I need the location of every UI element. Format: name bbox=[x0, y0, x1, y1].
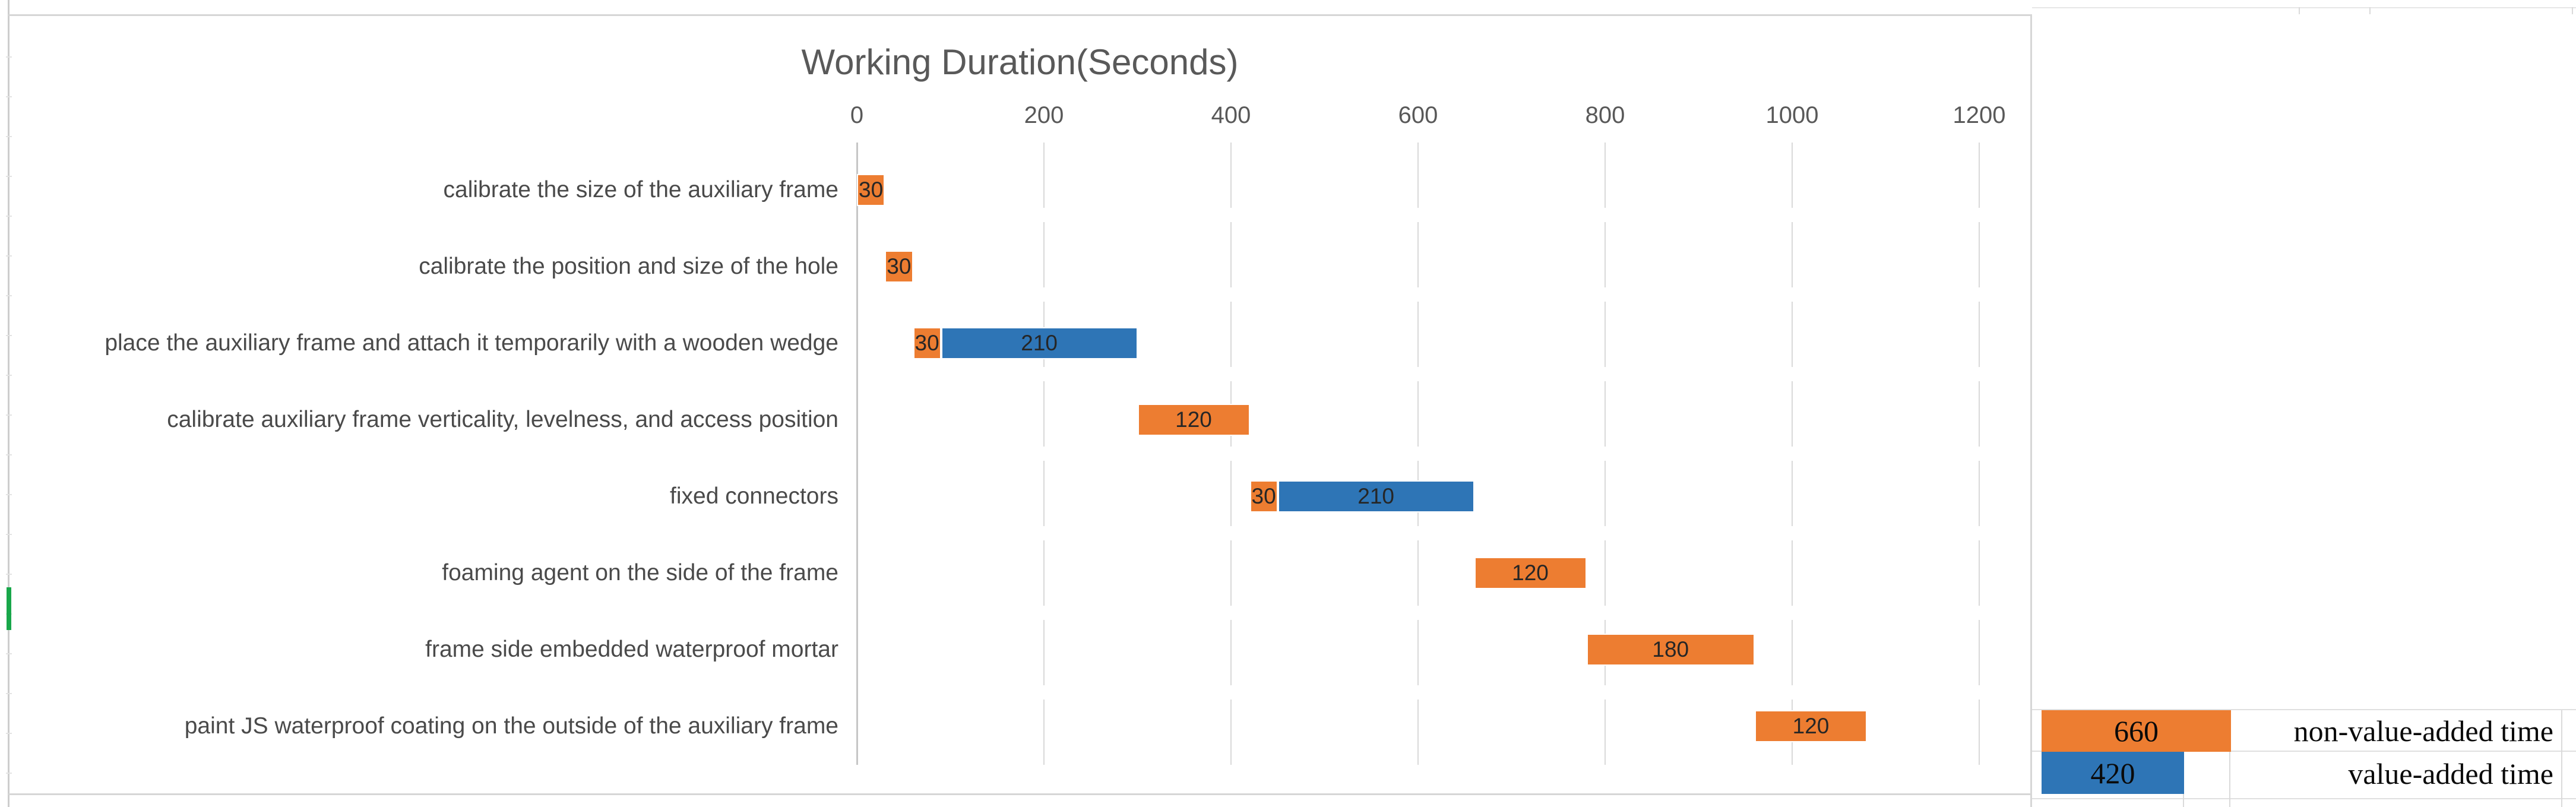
bar-segment-non-value-added[interactable]: 120 bbox=[1474, 557, 1587, 589]
category-label: place the auxiliary frame and attach it … bbox=[105, 330, 838, 356]
sheet-row-tick bbox=[6, 534, 12, 535]
sheet-row-tick bbox=[6, 693, 12, 694]
bar-segment-non-value-added[interactable]: 180 bbox=[1586, 634, 1755, 666]
legend-total-value-added: 420 bbox=[2090, 756, 2135, 790]
x-axis-tick-label: 600 bbox=[1398, 102, 1438, 128]
chart-border-top bbox=[8, 14, 2032, 16]
sheet-row-tick bbox=[6, 56, 12, 58]
sheet-row-tick bbox=[6, 96, 12, 97]
sheet-row-tick bbox=[6, 375, 12, 376]
sheet-row-tick bbox=[6, 574, 12, 575]
x-axis-tick-label: 1200 bbox=[1952, 102, 2006, 128]
legend-label-value-added: value-added time bbox=[2348, 757, 2553, 790]
sheet-row-gridline bbox=[2032, 709, 2576, 710]
sheet-column-tick bbox=[2183, 794, 2184, 807]
category-label: calibrate the size of the auxiliary fram… bbox=[443, 177, 838, 202]
major-gridline-400 bbox=[1230, 143, 1232, 765]
chart-border-right bbox=[2030, 14, 2032, 807]
sheet-row-tick bbox=[6, 136, 12, 137]
bar-segment-value-added[interactable]: 210 bbox=[1277, 480, 1474, 512]
sheet-row-tick bbox=[6, 454, 12, 455]
sheet-column-gridline bbox=[8, 0, 10, 807]
x-axis-tick-label: 200 bbox=[1024, 102, 1064, 128]
legend-label-non-value-added: non-value-added time bbox=[2293, 714, 2553, 748]
bar-segment-non-value-added[interactable]: 120 bbox=[1137, 404, 1250, 436]
legend-swatch-non-value-added[interactable]: 660 bbox=[2042, 710, 2231, 752]
selected-cell-indicator bbox=[7, 587, 11, 630]
sheet-row-tick bbox=[6, 773, 12, 774]
major-gridline-600 bbox=[1417, 143, 1419, 765]
sheet-row-tick bbox=[6, 255, 12, 257]
sheet-row-gridline bbox=[2032, 7, 2576, 8]
category-label: fixed connectors bbox=[670, 483, 838, 509]
bar-segment-non-value-added[interactable]: 30 bbox=[857, 174, 885, 206]
x-axis-tick-label: 400 bbox=[1211, 102, 1251, 128]
category-label: frame side embedded waterproof mortar bbox=[425, 637, 838, 662]
x-axis-tick-label: 1000 bbox=[1765, 102, 1819, 128]
sheet-row-tick bbox=[6, 414, 12, 416]
sheet-row-tick bbox=[6, 335, 12, 336]
sheet-column-tick bbox=[2369, 7, 2371, 14]
chart-border-bottom bbox=[8, 793, 2032, 795]
chart-title: Working Duration(Seconds) bbox=[801, 42, 1239, 82]
sheet-row-tick bbox=[6, 653, 12, 654]
category-label: calibrate auxiliary frame verticality, l… bbox=[167, 407, 838, 432]
x-axis-zero-line bbox=[856, 143, 858, 765]
category-label: paint JS waterproof coating on the outsi… bbox=[184, 713, 838, 739]
bar-segment-value-added[interactable]: 210 bbox=[941, 327, 1138, 359]
bar-segment-non-value-added[interactable]: 30 bbox=[1249, 480, 1278, 512]
major-gridline-1000 bbox=[1792, 143, 1793, 765]
sheet-row-gridline bbox=[2032, 751, 2576, 752]
sheet-row-tick bbox=[6, 295, 12, 296]
bar-segment-non-value-added[interactable]: 30 bbox=[885, 251, 913, 283]
bar-segment-non-value-added[interactable]: 120 bbox=[1755, 710, 1867, 742]
legend-total-non-value-added: 660 bbox=[2114, 714, 2159, 748]
category-label: foaming agent on the side of the frame bbox=[442, 560, 838, 586]
sheet-column-tick bbox=[2229, 751, 2230, 807]
legend-swatch-value-added[interactable]: 420 bbox=[2042, 752, 2184, 794]
sheet-row-tick bbox=[6, 216, 12, 217]
sheet-row-tick bbox=[6, 176, 12, 177]
category-label: calibrate the position and size of the h… bbox=[419, 254, 838, 279]
sheet-column-tick bbox=[2572, 7, 2573, 14]
sheet-row-tick bbox=[6, 494, 12, 495]
bar-segment-non-value-added[interactable]: 30 bbox=[913, 327, 941, 359]
sheet-column-gridline bbox=[2561, 710, 2562, 807]
x-axis-tick-label: 800 bbox=[1585, 102, 1625, 128]
sheet-row-tick bbox=[6, 733, 12, 734]
major-gridline-200 bbox=[1043, 143, 1045, 765]
sheet-row-gridline bbox=[2032, 798, 2576, 799]
x-axis-tick-label: 0 bbox=[850, 102, 864, 128]
sheet-column-tick bbox=[2299, 7, 2300, 14]
major-gridline-1200 bbox=[1979, 143, 1980, 765]
major-gridline-800 bbox=[1605, 143, 1606, 765]
